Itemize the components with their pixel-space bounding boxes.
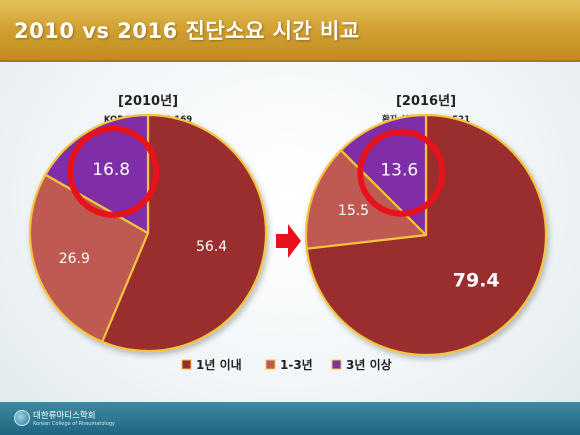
- pie-slice-2010-within-1yr: [101, 113, 268, 353]
- right-arrow-shape: [276, 224, 301, 258]
- legend-label-1-3yr: 1-3년: [280, 358, 313, 372]
- pie-data-label-2016-3plus: 13.6: [380, 161, 418, 181]
- pie-2016: [2016년]환자 설문조사, N=52179.415.513.6: [304, 94, 548, 357]
- legend-swatch-within-1yr: [181, 359, 192, 370]
- highlight-ring-2010: [67, 125, 160, 218]
- pie-slice-2010-3plus: [44, 113, 150, 235]
- legend-label-within-1yr: 1년 이내: [196, 357, 242, 372]
- pie-2010: [2010년]KORONA, N=3,16956.426.916.8: [28, 94, 268, 353]
- pie-charts: [2010년]KORONA, N=3,16956.426.916.8 [2016…: [28, 94, 548, 372]
- title-bar: 2010 vs 2016 진단소요 시간 비교: [0, 0, 580, 62]
- pie-data-label-2016-within-1yr: 79.4: [453, 270, 500, 292]
- legend-swatch-1-3yr: [265, 359, 276, 370]
- slide-title: 2010 vs 2016 진단소요 시간 비교: [14, 19, 360, 43]
- footer-society-english: Korean College of Rheumatology: [33, 421, 116, 427]
- pie-data-label-2010-1-3yr: 26.9: [59, 251, 90, 267]
- highlight-ring-2016: [357, 128, 446, 217]
- legend-swatch-3plus: [331, 359, 342, 370]
- pie-data-label-2010-3plus: 16.8: [92, 160, 130, 180]
- pie-data-label-2010-within-1yr: 56.4: [196, 239, 227, 255]
- legend: 1년 이내 1-3년 3년 이상: [181, 357, 392, 372]
- footer-bar: 대한류마티스학회 Korean College of Rheumatology: [0, 402, 580, 435]
- pie-slice-2016-1-3yr: [304, 149, 428, 250]
- pie-slice-2016-3plus: [339, 113, 428, 237]
- society-logo-icon: [14, 410, 30, 426]
- footer-society-name: 대한류마티스학회: [33, 411, 96, 421]
- pie-title-2016: [2016년]: [396, 94, 456, 109]
- legend-label-3plus: 3년 이상: [346, 357, 392, 372]
- pie-data-label-2016-1-3yr: 15.5: [338, 203, 369, 219]
- arrow-icon: [276, 224, 301, 258]
- pie-title-2010: [2010년]: [118, 94, 178, 109]
